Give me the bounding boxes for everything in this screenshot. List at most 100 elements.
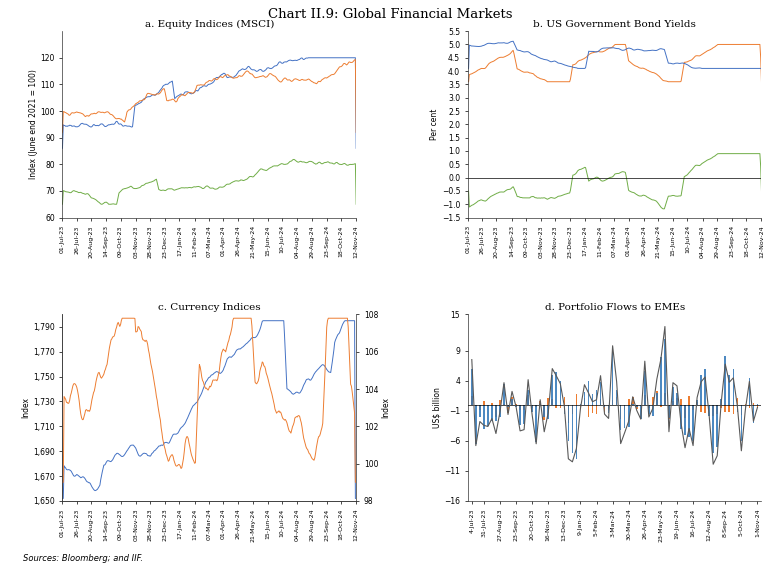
Y-axis label: Index (June end 2021 = 100): Index (June end 2021 = 100) xyxy=(29,70,37,179)
Bar xyxy=(736,398,738,405)
Bar xyxy=(757,404,758,405)
Bar xyxy=(535,405,537,441)
Bar xyxy=(519,405,521,410)
Bar xyxy=(692,405,694,441)
Bar xyxy=(704,405,706,413)
Bar xyxy=(729,405,730,412)
Bar xyxy=(733,405,734,414)
Bar xyxy=(757,405,758,408)
Bar xyxy=(527,395,529,405)
Bar xyxy=(725,405,726,412)
Bar xyxy=(547,398,549,405)
Bar xyxy=(523,405,525,410)
Bar xyxy=(733,368,734,405)
Bar xyxy=(495,405,497,417)
Bar xyxy=(568,405,569,423)
Bar xyxy=(576,405,577,459)
Bar xyxy=(612,350,613,405)
Bar xyxy=(684,405,686,418)
Line: Total: Total xyxy=(472,327,758,464)
Bar xyxy=(740,405,742,415)
Bar xyxy=(656,393,658,405)
Bar xyxy=(744,405,746,410)
Bar xyxy=(540,401,541,405)
Bar xyxy=(668,405,670,419)
Bar xyxy=(544,405,545,420)
Bar xyxy=(515,404,517,405)
Bar xyxy=(531,405,533,412)
Bar xyxy=(636,405,637,406)
Bar xyxy=(576,395,577,405)
Bar xyxy=(680,399,682,405)
Bar xyxy=(668,405,670,418)
Text: Sources: Bloomberg; and IIF.: Sources: Bloomberg; and IIF. xyxy=(23,554,144,563)
Y-axis label: Per cent: Per cent xyxy=(430,109,439,140)
Bar xyxy=(568,405,569,441)
Bar xyxy=(753,403,754,405)
Total xyxy=(736,447,746,454)
Bar xyxy=(596,405,597,414)
Bar xyxy=(749,405,751,408)
Bar xyxy=(499,405,501,417)
Bar xyxy=(701,405,702,412)
Total xyxy=(753,404,762,411)
Bar xyxy=(644,371,646,405)
Bar xyxy=(471,396,473,405)
Bar xyxy=(720,399,722,405)
Bar xyxy=(580,405,581,409)
Y-axis label: US$ billion: US$ billion xyxy=(433,387,441,428)
Bar xyxy=(555,372,557,405)
Bar xyxy=(487,405,489,426)
Bar xyxy=(612,400,613,405)
Bar xyxy=(531,405,533,408)
Bar xyxy=(587,381,590,405)
Bar xyxy=(616,389,618,405)
Total xyxy=(708,461,718,468)
Total xyxy=(508,388,517,395)
Bar xyxy=(592,405,594,413)
Bar xyxy=(600,399,601,405)
Bar xyxy=(628,405,629,427)
Bar xyxy=(515,405,517,408)
Bar xyxy=(704,368,706,405)
Legend: 10-year, 2-year, Spread (10yr-2yr): 10-year, 2-year, Spread (10yr-2yr) xyxy=(523,314,706,329)
Bar xyxy=(583,392,585,405)
Total xyxy=(467,356,476,363)
Bar xyxy=(676,393,678,405)
Bar xyxy=(503,384,505,405)
Bar xyxy=(604,405,605,406)
Bar xyxy=(564,397,565,405)
Bar xyxy=(716,405,718,414)
Bar xyxy=(692,405,694,410)
Bar xyxy=(559,381,561,405)
Bar xyxy=(491,405,493,421)
Bar xyxy=(503,404,505,405)
Bar xyxy=(499,400,501,405)
Bar xyxy=(512,398,513,405)
Bar xyxy=(725,357,726,405)
Bar xyxy=(596,390,597,405)
Title: a. Equity Indices (MSCI): a. Equity Indices (MSCI) xyxy=(144,20,274,29)
Bar xyxy=(587,405,590,417)
Bar xyxy=(740,405,742,441)
Bar xyxy=(527,389,529,405)
Bar xyxy=(652,405,654,415)
Bar xyxy=(660,357,662,405)
Bar xyxy=(736,405,738,413)
Bar xyxy=(628,398,629,405)
Title: d. Portfolio Flows to EMEs: d. Portfolio Flows to EMEs xyxy=(544,303,685,312)
Bar xyxy=(555,405,557,408)
Bar xyxy=(540,404,541,405)
Bar xyxy=(688,405,690,438)
Bar xyxy=(749,378,751,405)
Bar xyxy=(616,397,618,405)
Bar xyxy=(600,381,601,405)
Bar xyxy=(592,394,594,405)
Legend: World, AEs, EMEs: World, AEs, EMEs xyxy=(150,314,269,329)
Bar xyxy=(479,405,480,417)
Bar xyxy=(519,405,521,426)
Bar xyxy=(572,405,573,453)
Bar xyxy=(636,405,637,409)
Bar xyxy=(624,405,626,427)
Bar xyxy=(507,405,508,413)
